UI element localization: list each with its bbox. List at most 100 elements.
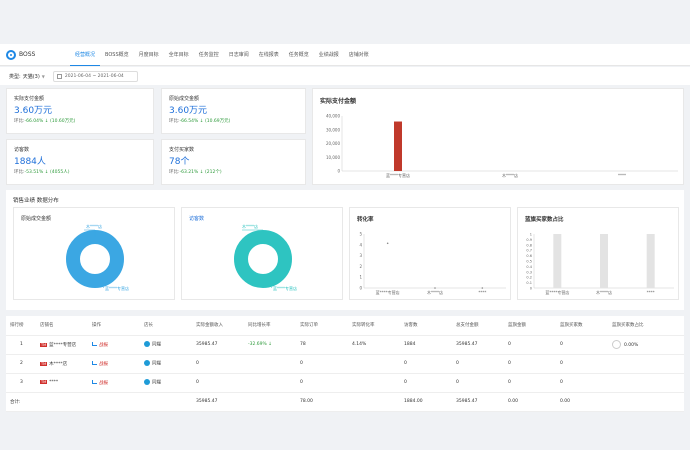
y-tick-label: 0 [359, 286, 362, 291]
y-tick-label: 0.5 [526, 260, 532, 264]
kpi-title: 原始成交金额 [169, 96, 200, 102]
y-tick-label: 0.9 [526, 238, 532, 242]
kpi-compare: 环比:-66.54% ↓ (10.69万元) [169, 118, 230, 124]
x-tick-label: **** [647, 290, 655, 295]
compare-pct: -66.54% [179, 119, 199, 124]
total-bd-amount: 0.00 [504, 392, 556, 412]
shop-name[interactable]: 蓝****专营店 [49, 342, 77, 348]
bar-background [600, 234, 608, 288]
actual-payment-bar-chart: 40,000 30,000 20,000 10,000 0 蓝****专营店 木****店 *… [326, 114, 678, 178]
shop-name[interactable]: **** [49, 380, 59, 385]
type-select-value: 天猫(3) [22, 73, 40, 80]
donut-card-visitors: 访客数 木****店 蓝****专营店 [181, 207, 343, 300]
y-tick-label: 20,000 [326, 141, 340, 146]
y-tick-label: 1 [530, 233, 532, 237]
bar-background [553, 234, 562, 288]
nav-item-task-overview[interactable]: 任务概览 [288, 51, 309, 58]
table-row: 1 TM 蓝****专营店 战报 同端 35985.47 -32.69% ↓ 78… [6, 335, 684, 355]
col-owner[interactable]: 店长 [140, 316, 192, 336]
tmall-icon: TM [40, 342, 48, 347]
owner-name: 同端 [152, 361, 161, 367]
col-bd-ratio[interactable]: 蓝旗买家数占比 [608, 316, 684, 336]
nav-item-annual-target[interactable]: 全年目标 [168, 51, 189, 58]
col-shop[interactable]: 店铺名 [36, 316, 88, 336]
conversion-card: 转化率 5 4 3 2 1 0 蓝****专营店 木****店 **** [349, 207, 511, 300]
chevron-down-icon: ▼ [41, 73, 45, 79]
nav-item-task-monitor[interactable]: 任务监控 [198, 51, 219, 58]
label-bottom: 蓝****专营店 [105, 285, 129, 291]
nav-item-monthly-target[interactable]: 月度目标 [138, 51, 159, 58]
y-tick-label: 30,000 [326, 127, 340, 132]
col-growth[interactable]: 同比增长率 [244, 316, 296, 336]
col-rank[interactable]: 排行榜 [6, 316, 36, 336]
kpi-value: 1884人 [14, 157, 46, 167]
owner-cell: 同端 [140, 354, 192, 374]
report-link[interactable]: 战报 [99, 342, 108, 348]
nav-item-shop-reconcile[interactable]: 店铺对账 [348, 51, 369, 58]
nav-item-boss-overview[interactable]: BOSS概览 [105, 51, 129, 58]
y-tick-label: 0.4 [526, 265, 532, 269]
nav-item-log-review[interactable]: 日志审阅 [228, 51, 249, 58]
y-tick-label: 0 [530, 287, 532, 291]
col-conversion[interactable]: 实际转化率 [348, 316, 400, 336]
bd-ratio [608, 354, 684, 374]
y-tick-label: 0 [337, 169, 340, 174]
arrow-down-icon: ↓ [44, 119, 49, 124]
shop-name[interactable]: 木****店 [49, 361, 68, 367]
y-tick-label: 0.3 [526, 270, 532, 274]
bd-amount: 0 [504, 373, 556, 393]
x-tick-label: **** [618, 173, 626, 178]
nav-item-overview[interactable]: 经营概况 [70, 44, 101, 66]
total-orders: 78.00 [296, 392, 348, 412]
total-income: 35985.47 [192, 392, 244, 412]
kpi-title: 访客数 [14, 147, 30, 153]
col-visitors[interactable]: 访客数 [400, 316, 452, 336]
kpi-compare: 环比:-53.51% ↓ (4055人) [14, 169, 69, 175]
col-total[interactable]: 总支付金额 [452, 316, 504, 336]
orders: 0 [296, 373, 348, 393]
performance-title: 销售业绩 数据分布 [13, 198, 59, 204]
col-income[interactable]: 实际金额收入 [192, 316, 244, 336]
owner-icon [144, 379, 150, 386]
line-point [481, 287, 484, 289]
top-nav: BOSS 经营概况 BOSS概览 月度目标 全年目标 任务监控 日志审阅 在线报… [0, 44, 690, 66]
col-action[interactable]: 操作 [88, 316, 140, 336]
col-bd-buyers[interactable]: 蓝旗买家数 [556, 316, 608, 336]
bluediamond-title: 蓝旗买家数占比 [525, 217, 564, 223]
owner-icon [144, 360, 150, 367]
shop-cell: TM 蓝****专营店 [36, 335, 88, 355]
table-row: 2 TM 木****店 战报 同端 0 0 0 0 0 0 [6, 354, 684, 374]
nav-items: 经营概况 BOSS概览 月度目标 全年目标 任务监控 日志审阅 在线报表 任务概… [70, 44, 374, 66]
nav-item-online-report[interactable]: 在线报表 [258, 51, 279, 58]
chart-icon [92, 380, 97, 384]
report-link[interactable]: 战报 [99, 361, 108, 367]
x-tick-label: 蓝****专营店 [376, 289, 400, 295]
progress-ring-icon [612, 340, 621, 349]
kpi-compare: 环比:-63.21% ↓ (212个) [169, 169, 222, 175]
report-link[interactable]: 战报 [99, 380, 108, 386]
growth [244, 354, 296, 374]
kpi-card-paying-buyers: 支付买家数 78个 环比:-63.21% ↓ (212个) [161, 139, 306, 185]
x-tick-label: 木****店 [502, 172, 518, 178]
bd-buyers: 0 [556, 335, 608, 355]
total: 0 [452, 354, 504, 374]
kpi-value: 3.60万元 [14, 106, 53, 116]
nav-item-performance-report[interactable]: 业绩战报 [318, 51, 339, 58]
col-bd-amount[interactable]: 蓝旗金额 [504, 316, 556, 336]
y-tick-label: 0.6 [526, 254, 532, 258]
brand[interactable]: BOSS [6, 49, 56, 60]
compare-amount: (10.60万元) [49, 119, 76, 124]
type-select[interactable]: 天猫(3) ▼ [23, 73, 45, 80]
compare-label: 环比: [169, 170, 180, 175]
filter-bar: 类型: 天猫(3) ▼ 2021-06-04 ~ 2021-06-04 [0, 67, 690, 85]
compare-pct: -66.04% [24, 119, 44, 124]
compare-amount: (4055人) [49, 170, 70, 175]
date-range-picker[interactable]: 2021-06-04 ~ 2021-06-04 [52, 70, 138, 82]
type-label: 类型: [9, 73, 21, 80]
total: 0 [452, 373, 504, 393]
donut-chart-original-deal: 木****店 蓝****专营店 [66, 223, 129, 291]
compare-label: 环比: [14, 119, 25, 124]
tmall-icon: TM [40, 380, 48, 384]
col-orders[interactable]: 实际订单 [296, 316, 348, 336]
owner-cell: 同端 [140, 335, 192, 355]
